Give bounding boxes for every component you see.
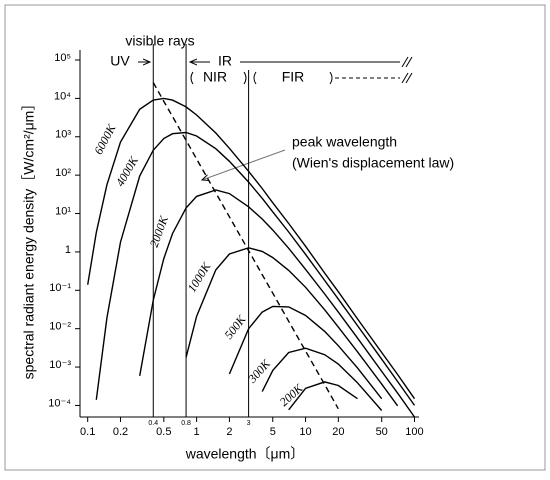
y-tick-label: 10² — [55, 167, 71, 179]
curve — [139, 189, 416, 418]
x-tick-label: 0.1 — [80, 426, 95, 438]
uv-label: UV — [110, 53, 130, 69]
fir-label: FIR — [282, 69, 305, 85]
x-tick-label: 20 — [332, 426, 344, 438]
peak-label: peak wavelength — [292, 134, 397, 150]
ir-label: IR — [218, 53, 232, 69]
curve — [288, 381, 358, 411]
x-tick-label: 5 — [270, 426, 276, 438]
frame — [4, 4, 546, 471]
y-tick-label: 10⁵ — [54, 52, 71, 64]
peak-wavelength-line — [152, 82, 339, 410]
y-tick-label: 10⁻⁴ — [48, 397, 71, 409]
y-axis-label: spectral radiant energy density［W/cm²/μm… — [21, 97, 37, 380]
curve — [228, 305, 383, 400]
x-tick-label: 10 — [299, 426, 311, 438]
region-line-label: 0.4 — [148, 420, 158, 427]
curve — [95, 131, 416, 406]
y-tick-label: 10³ — [55, 129, 71, 141]
curve — [261, 347, 383, 411]
x-axis-label: wavelength〔μm〕 — [185, 446, 305, 462]
x-tick-label: 0.5 — [156, 426, 171, 438]
region-line-label: 3 — [247, 420, 251, 427]
x-tick-label: 1 — [194, 426, 200, 438]
x-tick-label: 2 — [226, 426, 232, 438]
curve — [87, 97, 416, 400]
x-tick-label: 50 — [376, 426, 388, 438]
peak-label: (Wien's displacement law) — [292, 155, 454, 171]
y-tick-label: 10⁻³ — [49, 359, 71, 371]
y-tick-label: 10⁴ — [54, 90, 71, 102]
x-tick-label: 100 — [405, 426, 423, 438]
y-tick-label: 1 — [65, 244, 71, 256]
x-tick-label: 0.2 — [113, 426, 128, 438]
nir-label: NIR — [203, 69, 227, 85]
y-tick-label: 10¹ — [55, 205, 71, 217]
y-tick-label: 10⁻² — [49, 321, 71, 333]
y-tick-label: 10⁻¹ — [49, 282, 71, 294]
curve — [185, 247, 399, 407]
visible-label: visible rays — [125, 33, 194, 49]
region-line-label: 0.8 — [181, 420, 191, 427]
